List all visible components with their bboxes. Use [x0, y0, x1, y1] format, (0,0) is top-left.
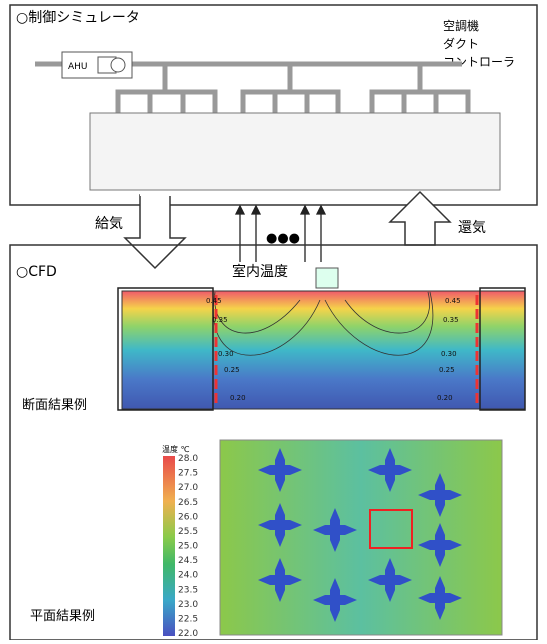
legend-title: 温度 ℃: [162, 444, 190, 454]
dots: ●●●: [266, 231, 300, 246]
legend-label: 27.0: [178, 483, 198, 493]
label: ダクト: [443, 36, 479, 51]
legend-label: 22.0: [178, 629, 198, 639]
plan-caption: 平面結果例: [30, 609, 95, 624]
section-result: [122, 291, 525, 409]
return-label: 還気: [458, 220, 486, 236]
label: 空調機: [443, 18, 479, 33]
legend-label: 22.5: [178, 614, 198, 624]
simulator-title: ○制御シミュレータ: [16, 10, 140, 26]
legend-label: 28.0: [178, 454, 198, 464]
ahu-label: AHU: [68, 62, 88, 72]
legend-label: 24.0: [178, 571, 198, 581]
section-caption: 断面結果例: [22, 398, 87, 413]
legend-label: 23.0: [178, 600, 198, 610]
legend-label: 26.5: [178, 498, 198, 508]
legend-label: 25.5: [178, 527, 198, 537]
contour-label: 0.25: [439, 366, 455, 374]
legend-label: 23.5: [178, 585, 198, 595]
contour-label: 0.30: [218, 350, 234, 358]
contour-label: 0.25: [224, 366, 240, 374]
legend-label: 27.5: [178, 469, 198, 479]
cfd-title: ○CFD: [16, 264, 57, 280]
contour-label: 0.35: [443, 316, 459, 324]
contour-label: 0.20: [230, 394, 246, 402]
fan-icon: [111, 58, 125, 72]
contour-label: 0.45: [206, 297, 222, 305]
legend-bar: [163, 456, 175, 636]
legend-label: 26.0: [178, 512, 198, 522]
sensor-icon: [316, 268, 338, 288]
contour-label: 0.45: [445, 297, 461, 305]
contour-label: 0.35: [212, 316, 228, 324]
diagram: ○制御シミュレータ 空調機 ダクト コントローラ AHU 給気 還気 ●●● ○…: [0, 0, 547, 640]
supply-label: 給気: [95, 216, 123, 232]
legend-label: 24.5: [178, 556, 198, 566]
room: [90, 113, 500, 190]
contour-label: 0.30: [441, 350, 457, 358]
contour-label: 0.20: [437, 394, 453, 402]
supply-arrow: [125, 195, 185, 268]
room-temp-label: 室内温度: [232, 263, 288, 280]
legend-label: 25.0: [178, 542, 198, 552]
